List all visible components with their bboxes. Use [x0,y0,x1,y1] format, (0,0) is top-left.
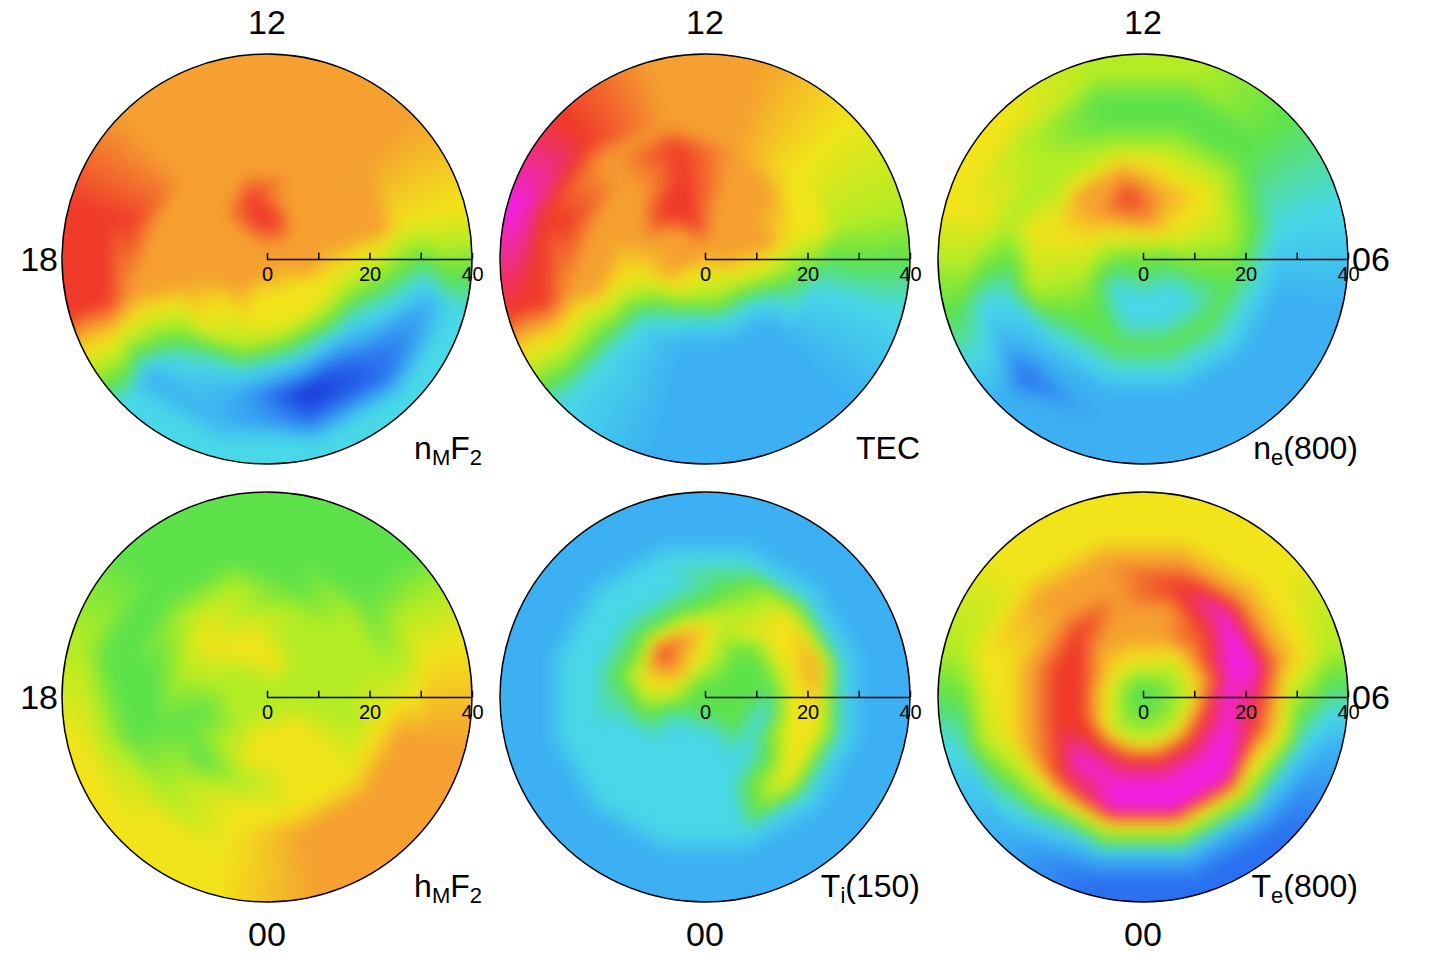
svg-text:20: 20 [359,701,381,723]
svg-text:40: 40 [461,701,483,723]
svg-text:20: 20 [359,263,381,285]
svg-text:40: 40 [1337,262,1360,285]
svg-text:0: 0 [700,701,711,723]
html-text:TEC: TEC [856,430,920,466]
svg-text:0: 0 [262,263,273,285]
svg-text:0: 0 [700,263,711,285]
html-text:00: 00 [686,915,724,953]
svg-text:40: 40 [1337,700,1360,723]
html-text:00: 00 [1124,915,1162,953]
html-text:00: 00 [248,915,286,953]
svg-text:20: 20 [797,701,819,723]
svg-text:0: 0 [262,701,273,723]
svg-text:0: 0 [1138,263,1149,285]
svg-text:0: 0 [1138,701,1149,723]
html-text:18: 18 [20,240,58,278]
html-text:Ti(150): Ti(150) [820,868,920,908]
html-text:18: 18 [20,678,58,716]
html-text:12: 12 [248,3,286,41]
html-text:Te(800): Te(800) [1251,868,1358,908]
svg-text:20: 20 [1235,263,1257,285]
html-text:ne(800): ne(800) [1253,430,1358,470]
html-text:nMF2: nMF2 [414,430,482,470]
svg-text:20: 20 [797,263,819,285]
svg-text:40: 40 [899,263,921,285]
html-text:06: 06 [1352,678,1390,716]
html-text:12: 12 [1124,3,1162,41]
svg-text:40: 40 [899,701,921,723]
html-text:12: 12 [686,3,724,41]
svg-text:40: 40 [461,263,483,285]
html-text:06: 06 [1352,240,1390,278]
html-text:hMF2: hMF2 [414,868,482,908]
svg-text:20: 20 [1235,701,1257,723]
